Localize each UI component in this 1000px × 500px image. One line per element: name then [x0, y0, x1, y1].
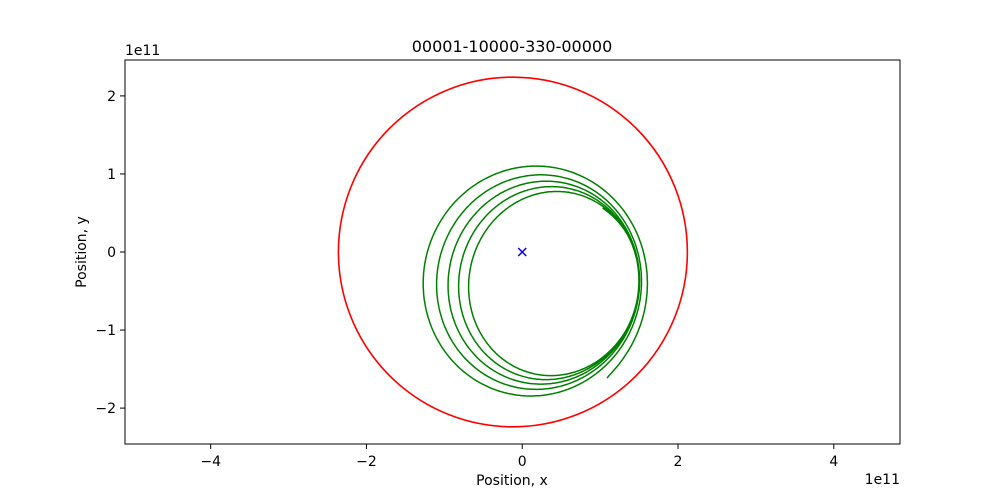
- y-offset-text: 1e11: [125, 43, 160, 59]
- y-tick-label: −1: [95, 323, 116, 339]
- y-ticks: −2 −1 0 1 2: [95, 89, 125, 417]
- x-axis-label: Position, x: [476, 473, 548, 489]
- x-ticks: −4 −2 0 2 4: [200, 444, 838, 470]
- plot-content: [337, 76, 689, 428]
- y-tick-label: 0: [107, 245, 116, 261]
- chart-title: 00001-10000-330-00000: [412, 37, 613, 56]
- outer-orbit-series: [337, 76, 689, 428]
- y-tick-label: 1: [107, 167, 116, 183]
- y-axis-label: Position, y: [74, 216, 90, 288]
- x-tick-label: −2: [356, 454, 377, 470]
- inner-orbit-series: [422, 165, 649, 397]
- x-tick-label: −4: [200, 454, 221, 470]
- x-tick-label: 4: [829, 454, 838, 470]
- x-tick-label: 0: [518, 454, 527, 470]
- x-tick-label: 2: [674, 454, 683, 470]
- y-tick-label: 2: [107, 89, 116, 105]
- center-marker: [517, 247, 527, 257]
- y-tick-label: −2: [95, 401, 116, 417]
- x-offset-text: 1e11: [865, 472, 900, 488]
